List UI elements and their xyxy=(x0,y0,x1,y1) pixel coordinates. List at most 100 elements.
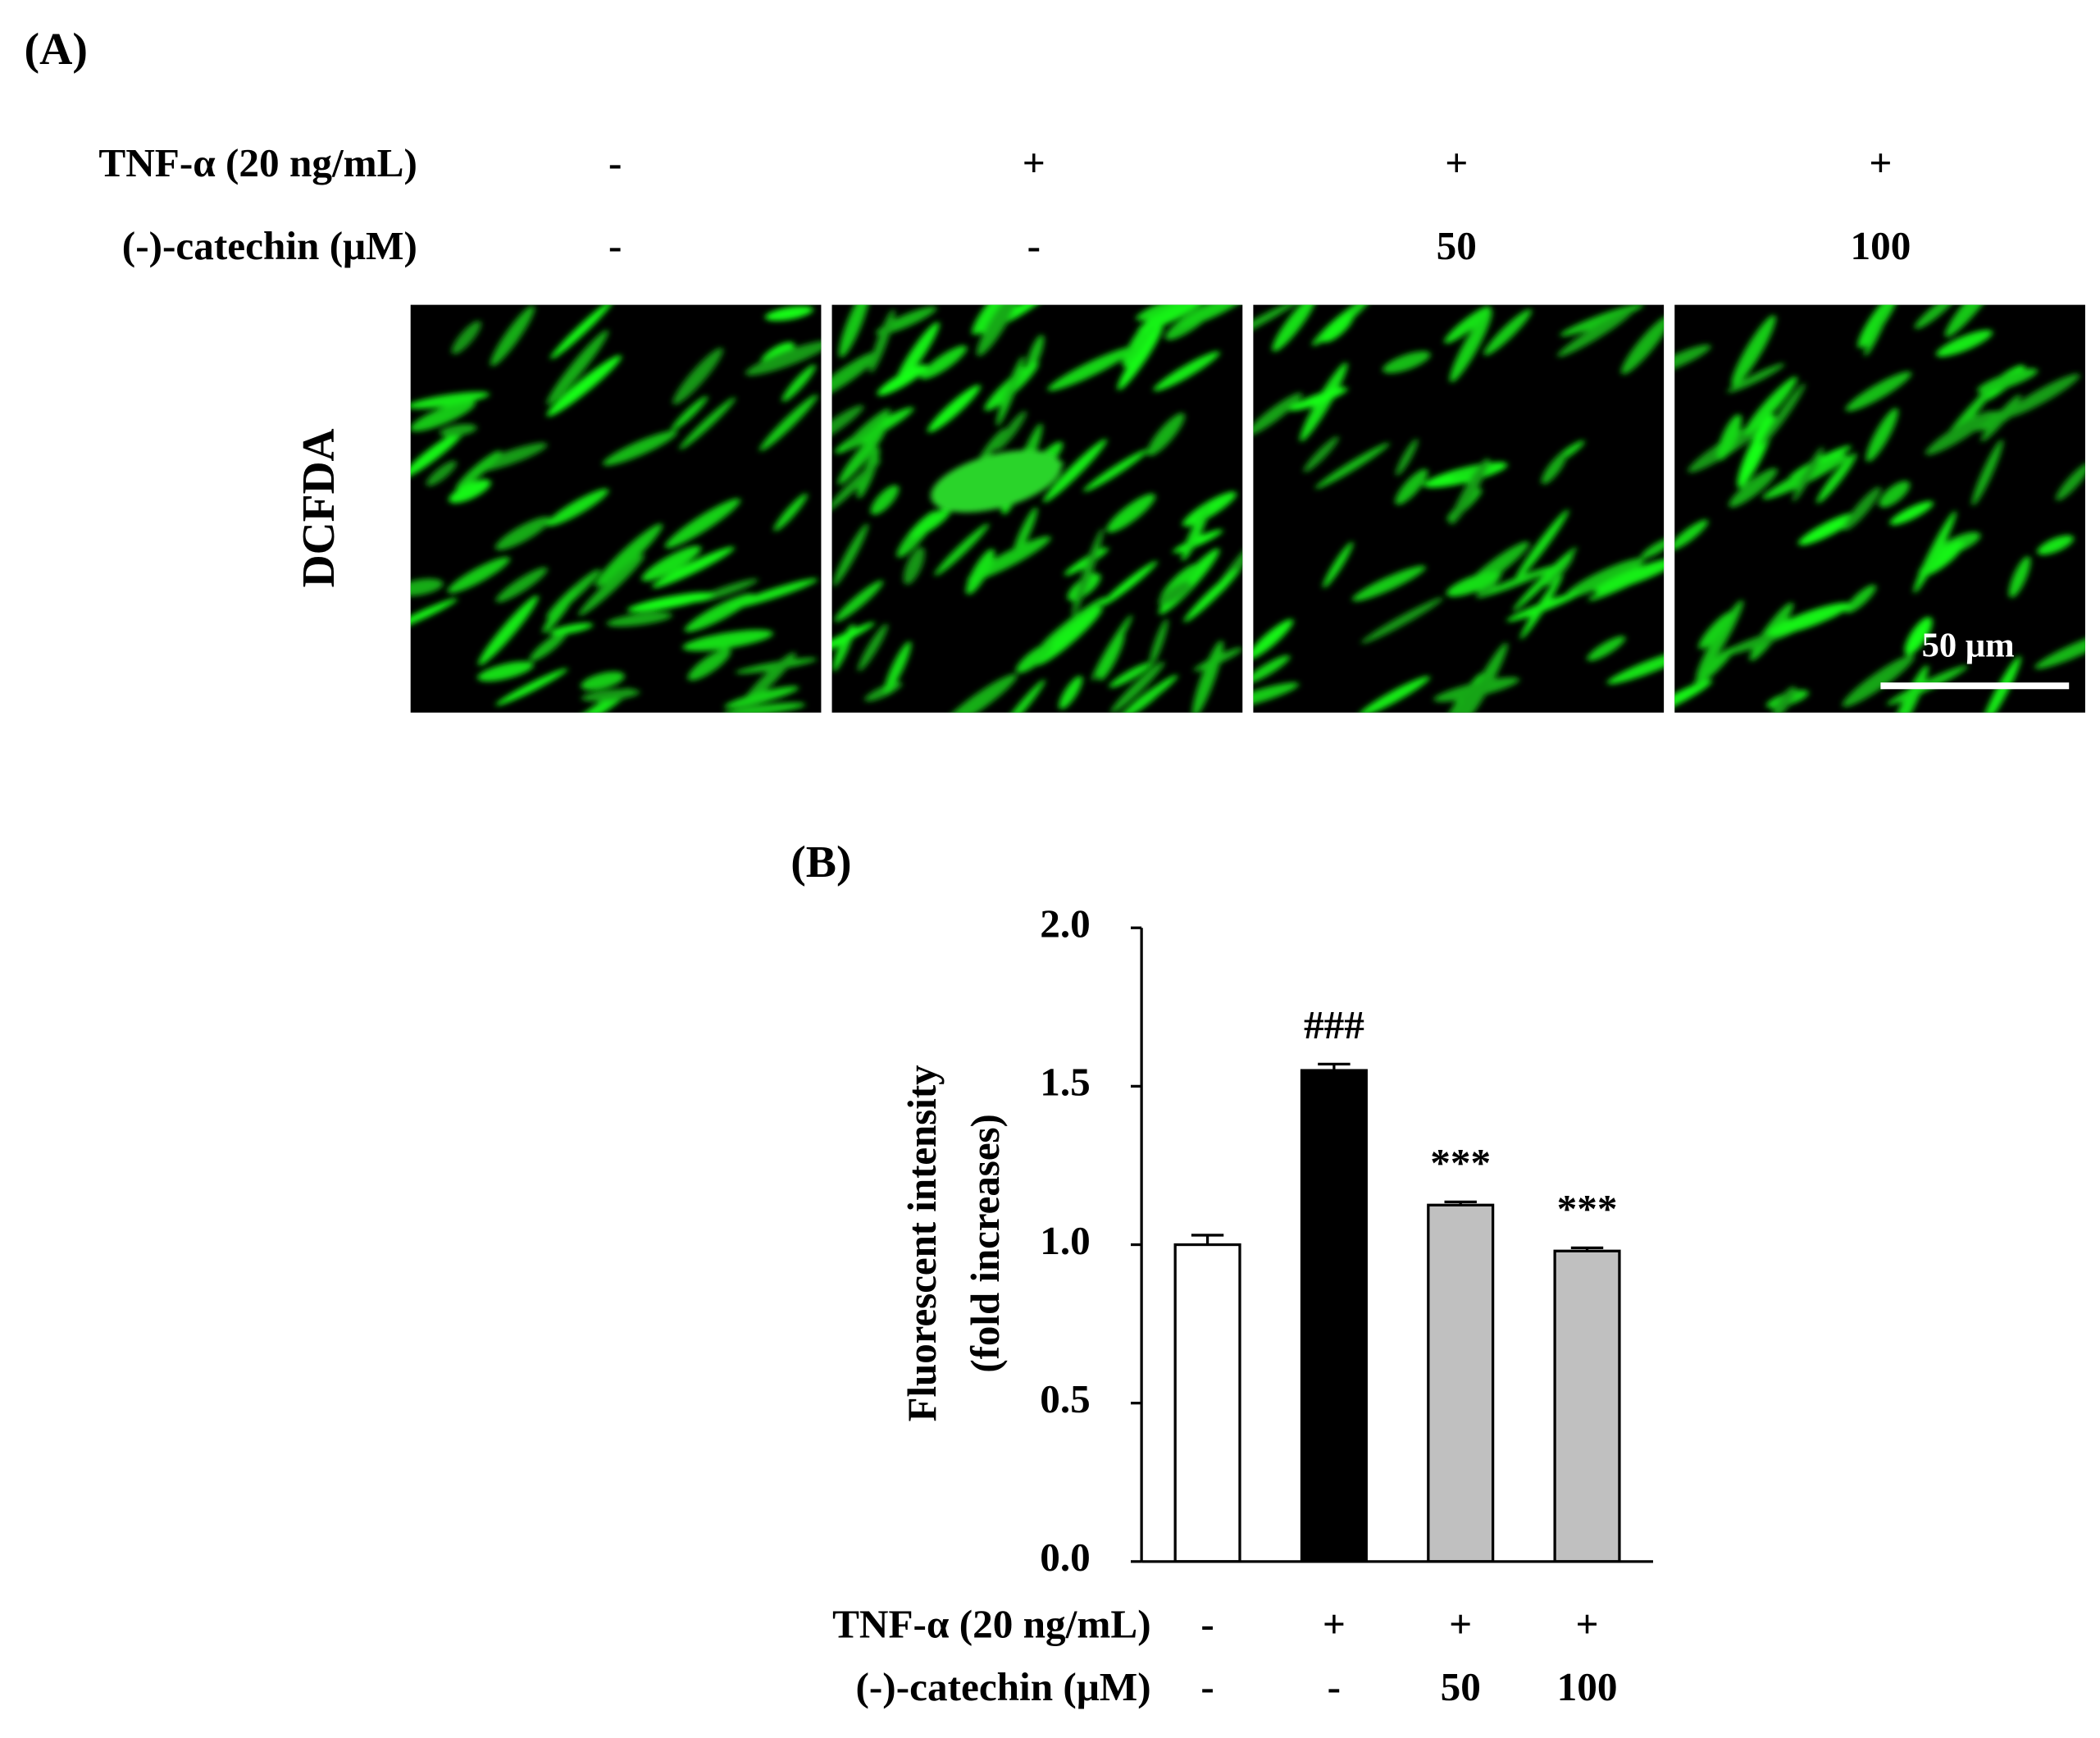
cell xyxy=(1565,558,1645,598)
y-tick-label: 1.5 xyxy=(1040,1060,1091,1105)
bar xyxy=(1427,1203,1495,1563)
cell xyxy=(1083,449,1148,492)
cell xyxy=(877,364,927,396)
cell xyxy=(410,400,476,432)
micrograph xyxy=(410,304,822,713)
cell xyxy=(2056,463,2085,501)
cell xyxy=(664,498,740,549)
cell xyxy=(1864,304,1892,357)
cell xyxy=(1434,675,1493,713)
cell xyxy=(410,391,490,409)
cell xyxy=(1383,351,1431,374)
cell xyxy=(1191,640,1223,713)
cell xyxy=(1321,312,1354,343)
stain-label: DCFDA xyxy=(294,428,344,587)
cell xyxy=(1059,675,1083,709)
cell xyxy=(1122,682,1166,713)
cell xyxy=(1798,512,1859,545)
cells xyxy=(410,304,822,713)
cell xyxy=(2008,556,2031,598)
cell xyxy=(839,304,871,358)
cell xyxy=(1621,315,1665,375)
cell xyxy=(1845,371,1912,412)
cell xyxy=(1098,632,1125,682)
condition-value: + xyxy=(1323,1602,1346,1647)
cell xyxy=(781,364,816,402)
cell xyxy=(671,395,708,431)
cell xyxy=(578,554,645,616)
y-axis-label: (fold increases) xyxy=(963,1114,1008,1372)
bar xyxy=(1300,1069,1368,1563)
cell xyxy=(1595,557,1665,593)
cell xyxy=(831,458,881,512)
scale-bar-label: 50 μm xyxy=(1922,626,2015,664)
cell xyxy=(2004,373,2080,418)
cell xyxy=(1674,519,1709,550)
cell xyxy=(934,523,990,577)
cell xyxy=(1982,655,2021,713)
condition-label: TNF-α (20 ng/mL) xyxy=(98,140,417,185)
cell xyxy=(1767,602,1851,636)
cell xyxy=(941,673,1018,713)
cell xyxy=(1323,541,1354,588)
y-tick-label: 0.5 xyxy=(1040,1376,1091,1421)
cell xyxy=(1674,344,1711,376)
cell xyxy=(641,545,702,582)
cell xyxy=(1693,647,1734,687)
cell xyxy=(1913,510,1957,594)
condition-value: - xyxy=(1200,1602,1214,1647)
cells xyxy=(1674,304,2085,713)
y-tick-label: 0.0 xyxy=(1040,1535,1091,1580)
cell xyxy=(741,652,796,707)
cell xyxy=(426,460,457,486)
cell xyxy=(495,668,568,706)
cell xyxy=(1717,413,1742,460)
cell xyxy=(895,322,940,385)
cell xyxy=(455,450,502,490)
cell xyxy=(550,304,613,359)
cell xyxy=(1737,414,1775,488)
condition-value: - xyxy=(608,223,622,268)
cell xyxy=(1253,618,1294,659)
cells xyxy=(1253,304,1665,713)
cell xyxy=(652,546,735,588)
cell xyxy=(410,430,464,478)
condition-label: (-)-catechin (μM) xyxy=(122,223,417,268)
cell xyxy=(765,305,813,322)
y-tick-label: 1.0 xyxy=(1040,1218,1091,1263)
cell xyxy=(1587,636,1626,661)
cell xyxy=(672,347,723,405)
condition-value: - xyxy=(1027,223,1041,268)
cell xyxy=(837,426,886,486)
cell xyxy=(1444,306,1492,344)
cell xyxy=(1117,323,1164,390)
cell xyxy=(1303,436,1339,472)
cell xyxy=(831,404,864,447)
cell xyxy=(1606,648,1665,685)
cell xyxy=(1183,568,1239,623)
micrograph xyxy=(1674,304,2085,713)
cell xyxy=(542,588,576,634)
y-tick-label: 2.0 xyxy=(1040,901,1091,947)
cell xyxy=(977,304,1019,357)
cell xyxy=(447,556,510,594)
condition-value: 100 xyxy=(1557,1664,1618,1709)
cell xyxy=(1793,446,1824,502)
cell xyxy=(451,321,481,354)
cell xyxy=(1506,591,1581,622)
cell xyxy=(831,350,880,400)
cell xyxy=(581,671,625,691)
cell xyxy=(1971,439,2003,506)
cell xyxy=(1041,596,1106,647)
significance-label: *** xyxy=(1430,1140,1491,1185)
cell xyxy=(1358,676,1430,713)
cell xyxy=(1146,413,1185,456)
cell xyxy=(495,567,548,603)
cell xyxy=(995,410,1027,451)
cell xyxy=(1698,611,1733,650)
cell xyxy=(1181,504,1210,561)
cell xyxy=(1541,452,1567,485)
cell xyxy=(927,385,981,433)
cell xyxy=(1557,308,1634,358)
